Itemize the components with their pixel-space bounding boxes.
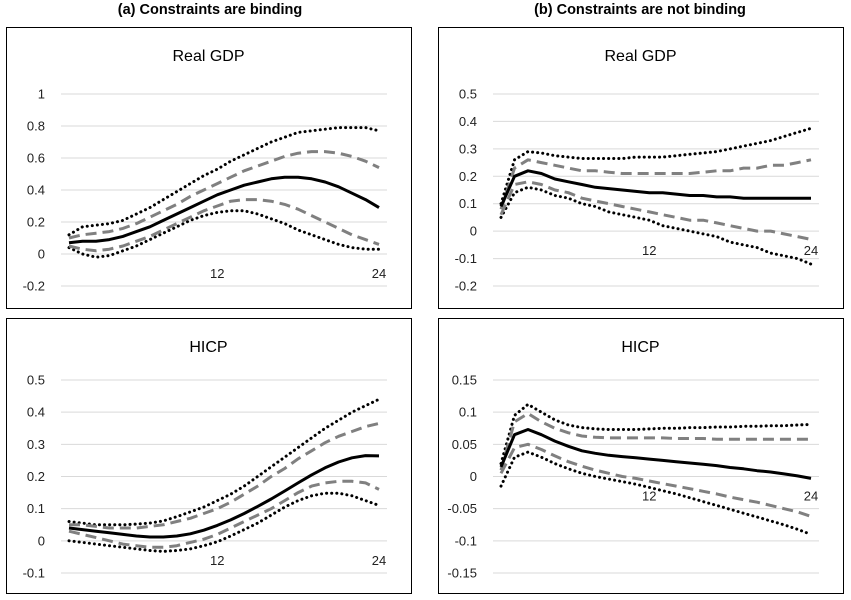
series-line-outer-upper [67, 397, 381, 527]
y-tick-label: 0.1 [27, 501, 45, 516]
chart-svg: Real GDP 0.5 0.4 0.3 0.2 0.1 0 -0.1 -0.2 12 24 [455, 48, 819, 294]
y-tick-label: 0.15 [452, 373, 477, 388]
panel-hicp-not-binding: HICP 0.15 0.1 0.05 0 -0.05 -0.1 -0.15 12 24 [438, 318, 844, 594]
x-tick-label: 12 [210, 553, 224, 568]
y-tick-label: 0.5 [27, 373, 45, 388]
y-tick-label: 0.2 [459, 169, 477, 184]
series-line-inner-lower [499, 442, 812, 518]
x-tick-label: 24 [804, 489, 818, 504]
series-line-inner-lower [499, 180, 812, 241]
panel-gdp-not-binding: Real GDP 0.5 0.4 0.3 0.2 0.1 0 -0.1 -0.2 12 24 [438, 27, 844, 309]
series-line-inner-upper [68, 150, 380, 240]
series-line-median [499, 428, 812, 480]
y-tick-label: 0.2 [27, 469, 45, 484]
y-tick-label: 0.2 [27, 215, 45, 230]
column-title-right: (b) Constraints are not binding [534, 2, 746, 18]
y-tick-label: -0.2 [455, 279, 477, 294]
chart-title: HICP [189, 339, 227, 356]
series-line-inner-upper [69, 421, 380, 530]
column-title-left: (a) Constraints are binding [117, 2, 303, 18]
series-line-outer-lower [67, 209, 381, 259]
panel-gdp-binding: Real GDP 1 0.8 0.6 0.4 0.2 0 -0.2 12 24 [6, 27, 412, 309]
panel-hicp-binding: HICP 0.5 0.4 0.3 0.2 0.1 0 -0.1 12 24 [6, 318, 412, 594]
series-line-inner-lower [68, 198, 380, 253]
y-tick-label: 0.4 [27, 405, 45, 420]
series-line-inner-upper [499, 412, 811, 471]
series-line-median [68, 175, 380, 245]
series-line-inner-upper [499, 158, 812, 210]
y-tick-label: 0.8 [27, 119, 45, 134]
y-tick-label: -0.1 [455, 533, 477, 548]
chart-title: Real GDP [172, 48, 244, 65]
series-line-inner-lower [68, 479, 380, 549]
chart-svg: HICP 0.5 0.4 0.3 0.2 0.1 0 -0.1 12 24 [23, 339, 387, 581]
x-tick-label: 12 [642, 489, 656, 504]
y-tick-label: 0 [470, 469, 477, 484]
series-line-outer-upper [499, 126, 813, 206]
y-tick-label: 0.6 [27, 151, 45, 166]
y-tick-label: 0.1 [459, 405, 477, 420]
y-tick-label: -0.15 [447, 566, 477, 581]
y-tick-label: 0.3 [27, 437, 45, 452]
y-tick-label: 0.4 [459, 114, 477, 129]
x-tick-label: 12 [642, 243, 656, 258]
y-tick-label: 0 [38, 247, 45, 262]
x-tick-label: 24 [804, 243, 818, 258]
chart-title: HICP [621, 339, 659, 356]
series-line-outer-lower [67, 491, 381, 553]
y-tick-label: -0.1 [23, 566, 45, 581]
chart-title: Real GDP [604, 48, 676, 65]
series-line-outer-upper [67, 126, 381, 237]
y-tick-label: 0 [470, 224, 477, 239]
series-line-outer-upper [499, 402, 813, 466]
y-tick-label: 0.05 [452, 437, 477, 452]
y-tick-label: -0.1 [455, 251, 477, 266]
y-tick-label: -0.2 [23, 279, 45, 294]
series-line-median [499, 169, 811, 208]
series-line-outer-lower [499, 450, 813, 536]
y-tick-label: 1 [38, 87, 45, 102]
x-tick-label: 24 [372, 553, 386, 568]
y-tick-label: 0.5 [459, 87, 477, 102]
x-tick-label: 24 [372, 266, 386, 281]
y-tick-label: -0.05 [447, 501, 477, 516]
chart-svg: HICP 0.15 0.1 0.05 0 -0.05 -0.1 -0.15 12 24 [447, 339, 819, 581]
y-tick-label: 0 [38, 533, 45, 548]
y-tick-label: 0.1 [459, 196, 477, 211]
y-tick-label: 0.4 [27, 183, 45, 198]
y-tick-label: 0.3 [459, 141, 477, 156]
x-tick-label: 12 [210, 266, 224, 281]
chart-svg: Real GDP 1 0.8 0.6 0.4 0.2 0 -0.2 12 24 [23, 48, 387, 294]
series-line-median [68, 454, 380, 539]
